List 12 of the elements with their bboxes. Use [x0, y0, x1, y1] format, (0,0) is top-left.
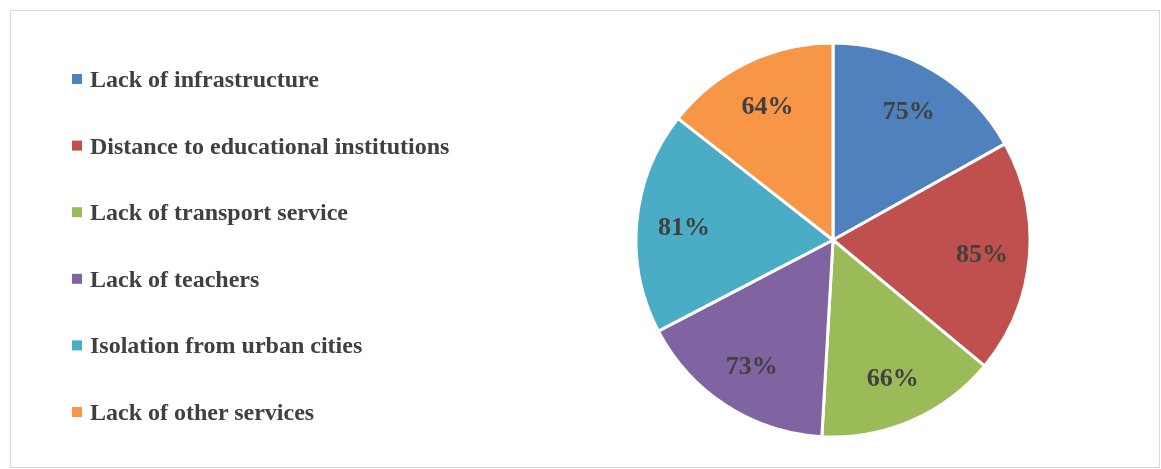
legend-label: Isolation from urban cities [90, 332, 363, 359]
data-label: 81% [657, 211, 710, 241]
data-label: 85% [956, 239, 1009, 269]
legend-label: Distance to educational institutions [90, 132, 450, 159]
data-label: 75% [882, 96, 935, 126]
legend-label: Lack of transport service [90, 199, 349, 226]
data-label: 73% [725, 351, 778, 381]
legend-label: Lack of teachers [90, 265, 260, 292]
legend-label: Lack of infrastructure [90, 66, 320, 92]
data-label: 66% [866, 362, 919, 392]
data-label: 64% [741, 90, 794, 120]
legend-label: Lack of other services [90, 399, 315, 425]
